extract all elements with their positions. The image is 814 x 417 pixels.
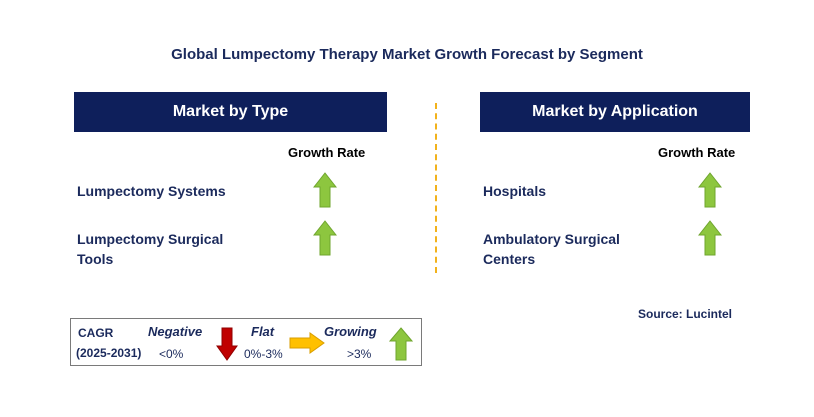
legend-growing-label: Growing bbox=[324, 324, 377, 339]
chart-title: Global Lumpectomy Therapy Market Growth … bbox=[171, 46, 643, 63]
down-arrow-icon bbox=[216, 327, 238, 361]
up-arrow-icon bbox=[698, 172, 722, 208]
legend-negative-label: Negative bbox=[148, 324, 203, 339]
growth-rate-label-type: Growth Rate bbox=[288, 145, 366, 160]
legend-flat-range: 0%-3% bbox=[244, 347, 283, 361]
up-arrow-icon bbox=[313, 220, 337, 256]
segment-label-line1: Lumpectomy Surgical bbox=[77, 231, 224, 247]
segment-hospitals: Hospitals bbox=[483, 181, 546, 201]
segment-lumpectomy-systems: Lumpectomy Systems bbox=[77, 181, 226, 201]
segment-label-line1: Hospitals bbox=[483, 183, 547, 199]
up-arrow-icon bbox=[313, 172, 337, 208]
segment-label-line1: Lumpectomy Systems bbox=[77, 183, 226, 199]
segment-lumpectomy-surgical-tools: Lumpectomy Surgical Tools bbox=[77, 229, 223, 269]
market-by-type-header: Market by Type bbox=[74, 92, 387, 132]
legend-flat-label: Flat bbox=[251, 324, 275, 339]
legend-negative-range: <0% bbox=[159, 347, 184, 361]
segment-label-line2: Tools bbox=[77, 251, 114, 267]
source-label: Source: Lucintel bbox=[638, 307, 733, 321]
legend-growing-range: >3% bbox=[347, 347, 372, 361]
segment-label-line1: Ambulatory Surgical bbox=[483, 231, 620, 247]
up-arrow-icon bbox=[698, 220, 722, 256]
market-by-application-header: Market by Application bbox=[480, 92, 750, 132]
segment-label-line2: Centers bbox=[483, 251, 536, 267]
growth-rate-label-application: Growth Rate bbox=[658, 145, 736, 160]
legend-cagr-label: CAGR bbox=[78, 326, 114, 340]
segment-ambulatory-surgical-centers: Ambulatory Surgical Centers bbox=[483, 229, 620, 269]
legend-period: (2025-2031) bbox=[76, 346, 142, 360]
cagr-legend: CAGR (2025-2031) Negative <0% Flat 0%-3%… bbox=[70, 318, 422, 366]
up-arrow-icon bbox=[389, 327, 413, 361]
panel-divider bbox=[435, 103, 437, 273]
right-arrow-icon bbox=[289, 332, 325, 354]
